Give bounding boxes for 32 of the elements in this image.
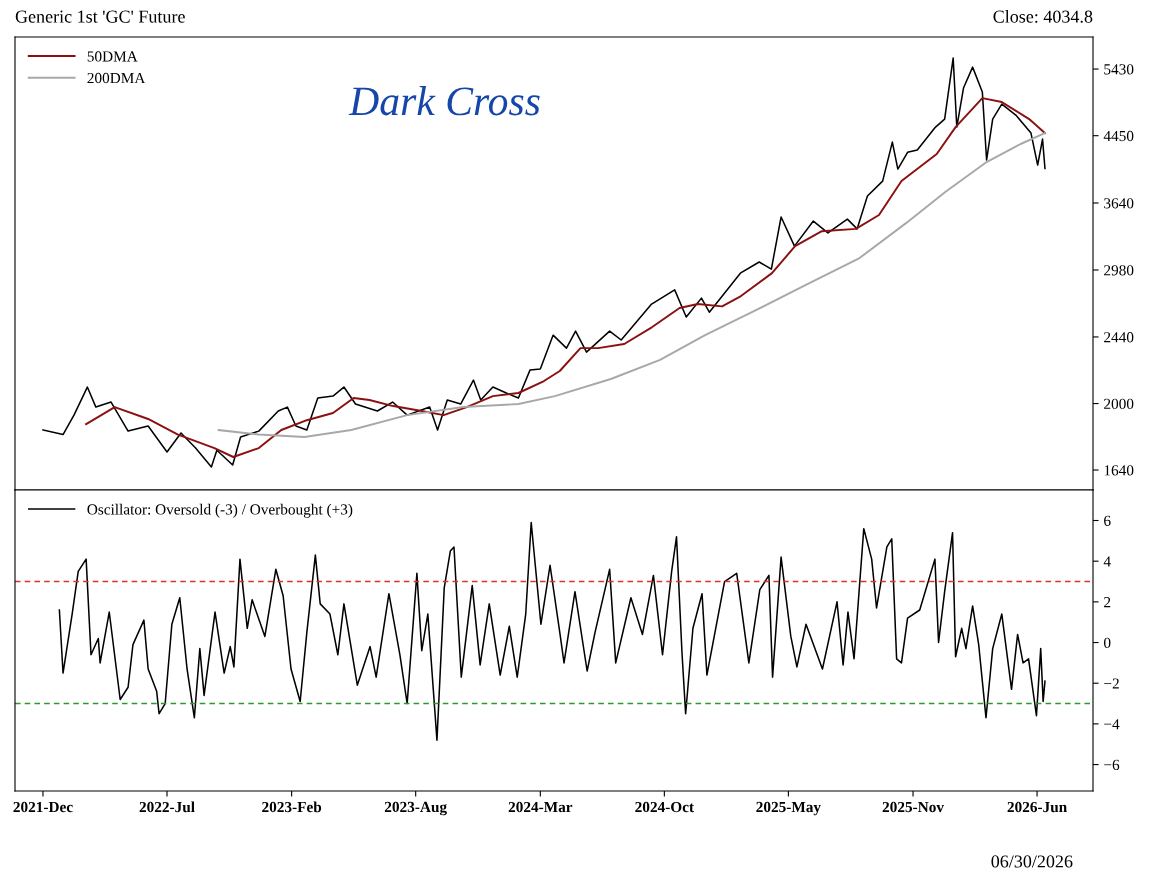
y-tick-label: 2980 bbox=[1104, 265, 1134, 276]
y-tick-label: 4 bbox=[1103, 556, 1111, 567]
line-series bbox=[217, 132, 1046, 438]
x-tick-label: 2026-Jun bbox=[1007, 801, 1067, 813]
y-tick-label: 0 bbox=[1104, 637, 1111, 648]
y-tick-label: 2000 bbox=[1104, 398, 1134, 409]
chart-subtitle: Close: 4034.8 bbox=[993, 10, 1093, 23]
x-tick-label: 2025-Nov bbox=[882, 801, 945, 813]
x-tick-label: 2021-Dec bbox=[13, 801, 73, 813]
y-tick-label: 6 bbox=[1104, 515, 1111, 526]
annotation: Dark Cross bbox=[348, 86, 540, 116]
legend-label: 200DMA bbox=[87, 72, 146, 84]
y-tick-label: −6 bbox=[1104, 759, 1120, 771]
y-tick-label: 5430 bbox=[1104, 64, 1134, 75]
line-series bbox=[58, 521, 1046, 741]
legend-label: Oscillator: Oversold (-3) / Overbought (+3) bbox=[87, 503, 353, 518]
y-tick-label: 2440 bbox=[1104, 332, 1134, 343]
x-tick-label: 2023-Aug bbox=[384, 801, 447, 816]
x-tick-label: 2023-Feb bbox=[262, 801, 322, 813]
y-tick-label: −2 bbox=[1104, 678, 1119, 689]
y-tick-label: 3640 bbox=[1104, 198, 1134, 209]
legend-label: 50DMA bbox=[87, 51, 138, 62]
chart-title: Generic 1st 'GC' Future bbox=[15, 10, 185, 23]
y-tick-label: 2 bbox=[1104, 597, 1111, 608]
y-tick-label: 4450 bbox=[1103, 130, 1134, 142]
text: 06/30/2026 bbox=[991, 855, 1073, 868]
x-tick-label: 2024-Mar bbox=[508, 801, 573, 813]
x-tick-label: 2024-Oct bbox=[635, 801, 694, 813]
x-tick-label: 2022-Jul bbox=[139, 801, 195, 813]
y-tick-label: 1640 bbox=[1104, 465, 1134, 476]
x-tick-label: 2025-May bbox=[756, 801, 821, 816]
y-tick-label: −4 bbox=[1104, 719, 1120, 730]
